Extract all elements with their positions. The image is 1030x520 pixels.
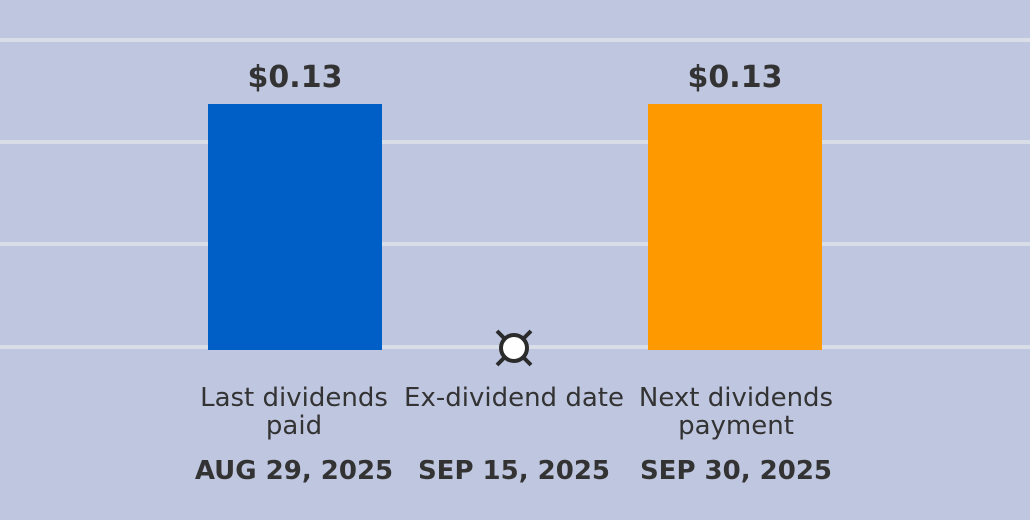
bar-0 <box>208 104 382 350</box>
date-ex: SEP 15, 2025 <box>417 456 611 486</box>
gridline-0 <box>0 38 1030 42</box>
date-next: SEP 30, 2025 <box>639 456 833 486</box>
date-last: AUG 29, 2025 <box>194 456 394 486</box>
category-label-ex: Ex-dividend date <box>404 383 624 413</box>
category-label-next: Next dividends payment <box>638 383 834 441</box>
bar-value-label-1: $0.13 <box>688 60 783 95</box>
category-label-last: Last dividends paid <box>200 383 388 441</box>
gridline-1 <box>0 140 1030 144</box>
bar-value-label-0: $0.13 <box>248 60 343 95</box>
gridline-2 <box>0 242 1030 246</box>
bar-1 <box>648 104 822 350</box>
currency-sign-icon <box>495 329 533 367</box>
